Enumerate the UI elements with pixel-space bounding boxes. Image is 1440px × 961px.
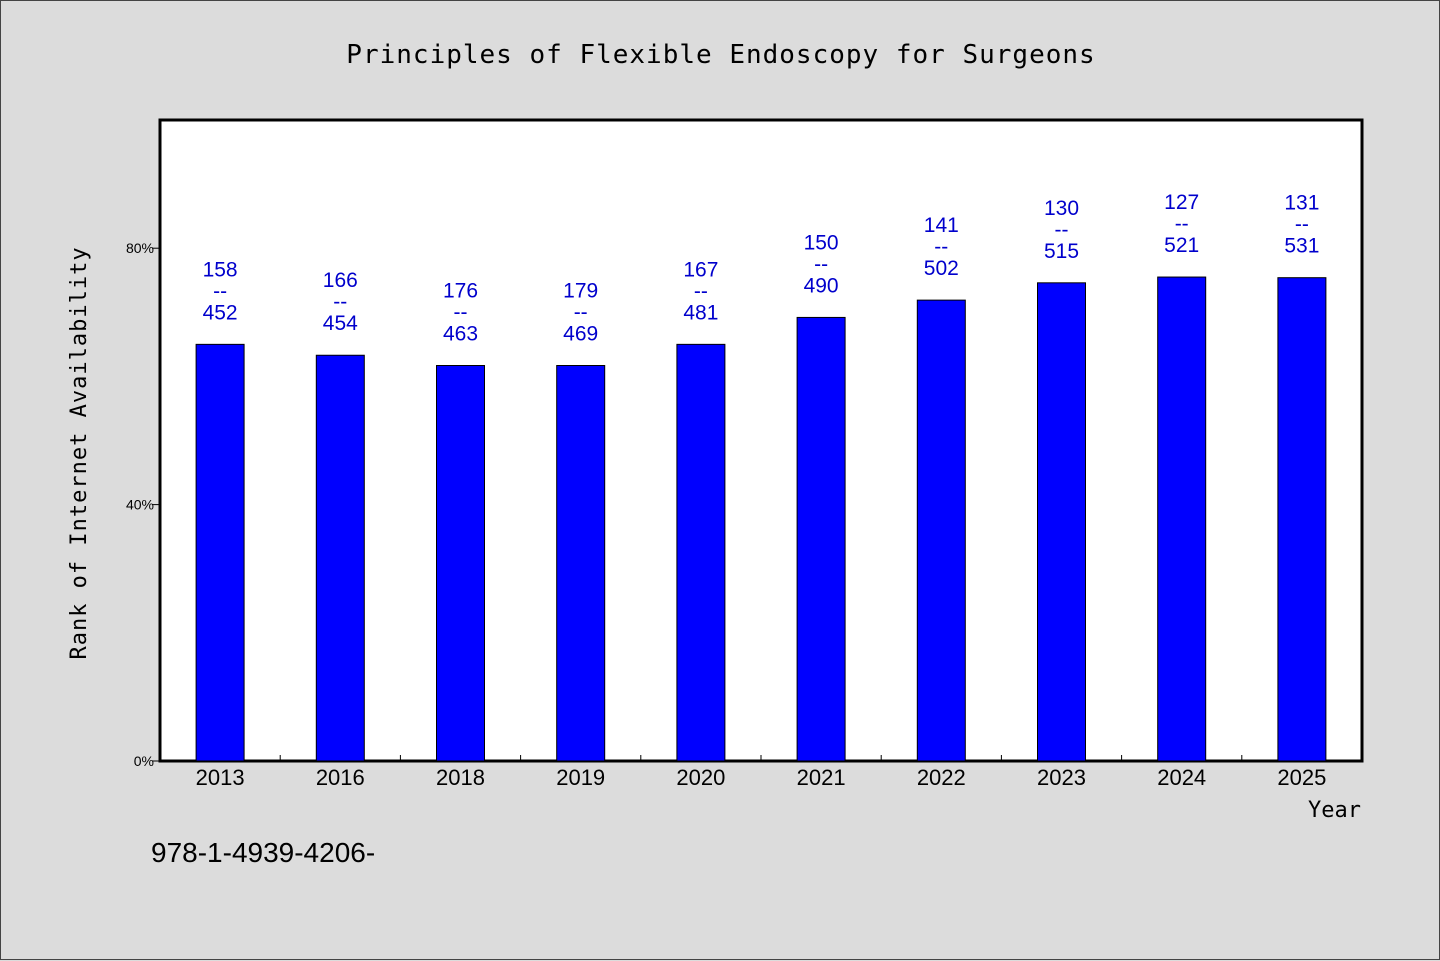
- data-label-2024-line1: 127: [1164, 191, 1199, 214]
- data-label-2019-line3: 469: [563, 323, 598, 346]
- bar-2020: [676, 343, 726, 762]
- x-tick-label-2025: 2025: [1277, 765, 1326, 790]
- y-tick-label-0: 0%: [134, 753, 154, 769]
- data-label-2023-line3: 515: [1044, 240, 1079, 263]
- data-label-2025-line1: 131: [1284, 192, 1319, 215]
- data-label-2018-line1: 176: [443, 280, 478, 303]
- y-axis-label: Rank of Internet Availability: [67, 246, 92, 659]
- bar-2022: [916, 299, 966, 762]
- x-tick-label-2013: 2013: [196, 765, 245, 790]
- x-tick-label-2016: 2016: [316, 765, 365, 790]
- data-label-2025-line3: 531: [1284, 235, 1319, 258]
- isbn-footer: 978-1-4939-4206-: [151, 837, 376, 868]
- x-tick-label-2021: 2021: [797, 765, 846, 790]
- data-label-2018-line3: 463: [443, 323, 478, 346]
- data-label-2018-line2: --: [454, 301, 468, 324]
- data-label-2022-line2: --: [934, 236, 948, 259]
- x-tick-label-2018: 2018: [436, 765, 485, 790]
- x-tick-label-2020: 2020: [676, 765, 725, 790]
- chart-title: Principles of Flexible Endoscopy for Sur…: [346, 40, 1095, 70]
- data-label-2023-line1: 130: [1044, 197, 1079, 220]
- data-label-2016-line1: 166: [323, 269, 358, 292]
- data-label-2025-line2: --: [1295, 213, 1309, 236]
- x-axis-label: Year: [1308, 798, 1361, 823]
- bar-2019: [556, 365, 606, 762]
- data-label-2022-line1: 141: [924, 214, 959, 237]
- data-label-2020-line1: 167: [683, 258, 718, 281]
- data-label-2023-line2: --: [1055, 218, 1069, 241]
- x-tick-label-2022: 2022: [917, 765, 966, 790]
- bar-2021: [796, 316, 846, 762]
- y-tick-label-40: 40%: [126, 497, 154, 513]
- data-label-2013-line1: 158: [203, 258, 238, 281]
- ticks-layer: 2013 2016 2018 2019 2020 2021 2022 2023 2024 2025…: [126, 240, 1326, 790]
- data-label-2021-line1: 150: [804, 231, 839, 254]
- data-label-2013-line3: 452: [203, 301, 238, 324]
- data-label-2021-line3: 490: [804, 274, 839, 297]
- data-label-2020-line2: --: [694, 280, 708, 303]
- data-label-2019-line2: --: [574, 301, 588, 324]
- data-label-2020-line3: 481: [683, 301, 718, 324]
- bar-2023: [1037, 282, 1086, 762]
- bars-layer: 158--452166--454176--463179--469167--481…: [195, 191, 1327, 762]
- data-label-2019-line1: 179: [563, 280, 598, 303]
- data-label-2016-line2: --: [333, 291, 347, 314]
- x-tick-label-2019: 2019: [556, 765, 605, 790]
- data-label-2021-line2: --: [814, 253, 828, 276]
- data-label-2024-line2: --: [1175, 213, 1189, 236]
- x-tick-label-2024: 2024: [1157, 765, 1206, 790]
- bar-2013: [195, 343, 245, 762]
- data-label-2022-line3: 502: [924, 257, 959, 280]
- bar-2016: [315, 354, 365, 762]
- bar-2024: [1157, 276, 1207, 762]
- data-label-2016-line3: 454: [323, 312, 358, 335]
- data-label-2024-line3: 521: [1164, 234, 1199, 257]
- bar-2025: [1277, 277, 1327, 762]
- data-label-2013-line2: --: [213, 280, 227, 303]
- y-tick-label-80: 80%: [126, 240, 154, 256]
- bar-2018: [436, 365, 485, 762]
- x-tick-label-2023: 2023: [1037, 765, 1086, 790]
